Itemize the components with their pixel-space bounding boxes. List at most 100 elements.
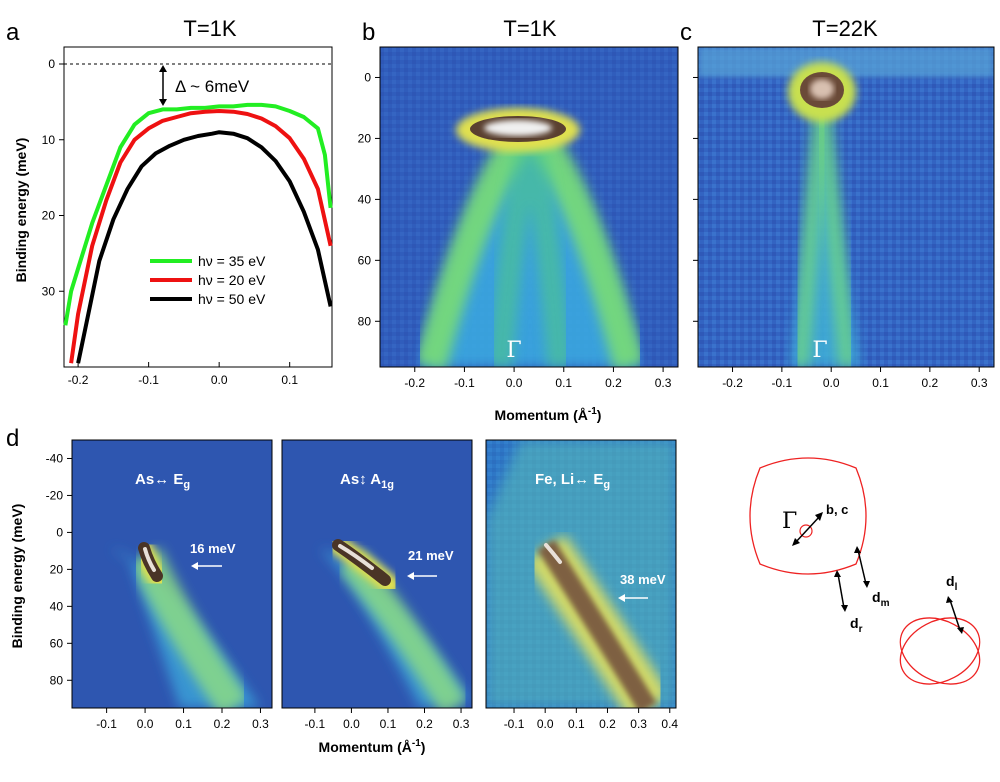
panel-d1-title: As↔ Eg [135, 471, 190, 491]
panel-c-top-peak [810, 79, 834, 99]
c-xtick-label-3: 0.1 [872, 376, 889, 390]
b-xtick-label-4: 0.2 [605, 376, 622, 390]
a-xtick-label-2: 0.0 [211, 373, 228, 387]
gap-arrow-head-bottom [159, 99, 167, 106]
panel-b-gamma-label: Γ [506, 338, 521, 363]
panel-d3-energy-label: 38 meV [620, 572, 666, 587]
d1-xtick-label-4: 0.3 [252, 717, 269, 731]
panel-d1-peak-core [143, 547, 156, 572]
b-xtick-label-1: -0.1 [454, 376, 475, 390]
series-line-0 [63, 102, 333, 326]
d-ytick-label-5: 60 [50, 636, 64, 650]
panel-b-title: T=1K [503, 16, 557, 41]
b-ytick-label-3: 60 [358, 253, 372, 267]
panel-b-y-ticks: 0 20 40 60 80 [358, 70, 380, 328]
dr-arrow-head-bottom [841, 605, 848, 612]
electron-pocket-a [899, 617, 981, 685]
panel-letter-c: c [680, 19, 692, 46]
fermi-surface-schematic: Γ b, c dm dr dl [749, 457, 981, 685]
bc-arrow [794, 515, 821, 544]
bc-arrow-head-bottom [792, 538, 800, 546]
b-ytick-label-0: 0 [364, 70, 371, 84]
panel-letter-b: b [362, 19, 375, 46]
panel-d2-x-ticks: -0.1 0.0 0.1 0.2 0.3 [305, 708, 470, 731]
panel-a-curves [63, 102, 333, 364]
a-ytick-label-0: 0 [48, 57, 55, 71]
panel-d3-title: Fe, Li↔ Eg [535, 471, 610, 491]
panel-b-top-peak [484, 120, 552, 136]
schematic-gamma-label: Γ [782, 509, 797, 534]
b-xtick-label-0: -0.2 [404, 376, 425, 390]
d3-xtick-label-4: 0.3 [630, 717, 647, 731]
panel-c-frame [697, 46, 995, 368]
dr-arrow [837, 573, 845, 609]
b-xtick-label-5: 0.3 [655, 376, 672, 390]
a-ytick-label-1: 10 [42, 133, 56, 147]
c-xtick-label-2: 0.0 [823, 376, 840, 390]
panel-d3-peak-core [544, 543, 562, 564]
b-xtick-label-2: 0.0 [506, 376, 523, 390]
panel-letter-d: d [6, 425, 19, 452]
panel-d1-x-ticks: -0.1 0.0 0.1 0.2 0.3 [96, 708, 269, 731]
panel-d3-frame [485, 439, 677, 709]
dm-label: dm [872, 589, 890, 609]
panel-d2-peak-core [338, 544, 374, 570]
panel-b: 0 20 40 60 80 -0.2 -0.1 0.0 0.1 0.2 0.3 Γ [358, 46, 679, 390]
panel-b-x-ticks: -0.2 -0.1 0.0 0.1 0.2 0.3 [404, 367, 672, 390]
d3-xtick-label-2: 0.1 [568, 717, 585, 731]
d2-xtick-label-4: 0.3 [453, 717, 470, 731]
panel-a-frame [63, 46, 333, 368]
d-ytick-label-0: -40 [46, 451, 64, 465]
panel-c-gamma-label: Γ [812, 338, 827, 363]
panel-d: As↔ Eg As↕ A1g Fe, Li↔ Eg 16 meV 21 meV … [9, 439, 678, 755]
c-xtick-label-4: 0.2 [922, 376, 939, 390]
d-ytick-label-4: 40 [50, 599, 64, 613]
panel-c-y-ticks [693, 76, 698, 322]
legend-label-35ev: hν = 35 eV [198, 253, 266, 269]
dr-arrow-head-top [834, 570, 841, 577]
a-ytick-label-2: 20 [42, 209, 56, 223]
d-ytick-label-2: 0 [56, 525, 63, 539]
a-xtick-label-1: -0.1 [138, 373, 159, 387]
panel-d3-x-ticks: -0.1 0.0 0.1 0.2 0.3 0.4 [504, 708, 678, 731]
d-ytick-label-6: 80 [50, 673, 64, 687]
panel-c-x-ticks: -0.2 -0.1 0.0 0.1 0.2 0.3 [722, 367, 988, 390]
legend-label-50ev: hν = 50 eV [198, 291, 266, 307]
d-ytick-label-1: -20 [46, 488, 64, 502]
d2-xtick-label-3: 0.2 [416, 717, 433, 731]
panel-a-legend: hν = 35 eV hν = 20 eV hν = 50 eV [150, 253, 266, 307]
c-xtick-label-0: -0.2 [722, 376, 743, 390]
panel-a-x-ticks: -0.2 -0.1 0.0 0.1 [68, 362, 298, 387]
dr-label: dr [850, 615, 863, 635]
panel-letter-a: a [6, 19, 20, 46]
c-xtick-label-5: 0.3 [971, 376, 988, 390]
panel-d3-band-dark [537, 539, 657, 708]
d1-xtick-label-1: 0.0 [137, 717, 154, 731]
a-xtick-label-3: 0.1 [281, 373, 298, 387]
dl-arrow-head-top [946, 596, 953, 603]
c-xtick-label-1: -0.1 [772, 376, 793, 390]
panel-d3-arrow-head [618, 594, 625, 602]
d2-xtick-label-0: -0.1 [305, 717, 326, 731]
d3-xtick-label-5: 0.4 [661, 717, 678, 731]
panel-d2-title: As↕ A1g [340, 471, 394, 491]
dm-arrow-head-top [854, 546, 861, 553]
dl-arrow [949, 599, 961, 631]
b-xtick-label-3: 0.1 [555, 376, 572, 390]
panel-d2-arrow-head [407, 572, 414, 580]
dm-arrow [857, 549, 867, 585]
panel-d2-frame [281, 439, 473, 709]
series-line-1 [69, 109, 333, 364]
d-ytick-label-3: 20 [50, 562, 64, 576]
b-ytick-label-1: 20 [358, 131, 372, 145]
panel-d1-energy-label: 16 meV [190, 541, 236, 556]
panel-a-title: T=1K [183, 16, 237, 41]
panel-d1-frame [71, 439, 273, 709]
bc-label: b, c [826, 502, 848, 517]
dl-arrow-head-bottom [957, 627, 964, 634]
panel-c: -0.2 -0.1 0.0 0.1 0.2 0.3 Γ [693, 46, 995, 390]
inner-hole-pocket [799, 524, 813, 538]
bottom-momentum-axis-label: Momentum (Å-1) [319, 738, 426, 755]
dl-label: dl [946, 573, 958, 593]
